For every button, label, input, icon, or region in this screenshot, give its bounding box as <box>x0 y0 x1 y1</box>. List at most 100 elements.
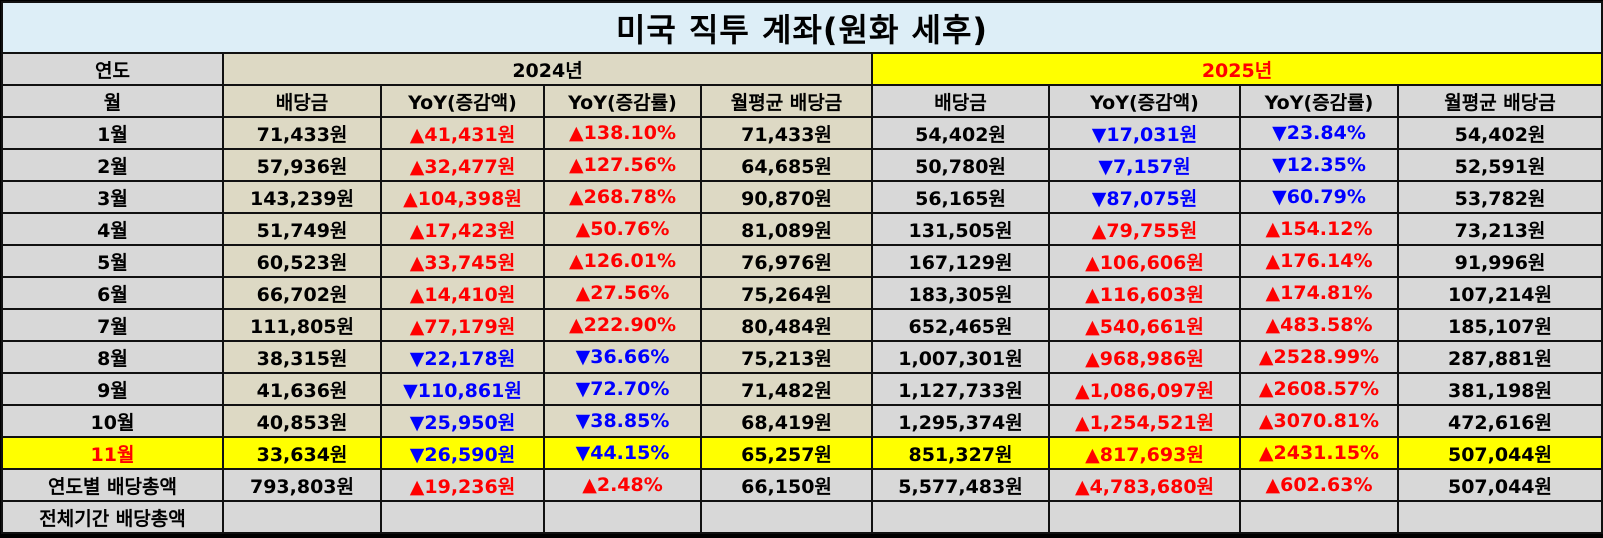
monthly-avg-2025-cell: 472,616원 <box>1396 404 1603 438</box>
total-yoy-rate-2025: ▲602.63% <box>1239 468 1399 502</box>
yoy-amount-2024-cell: ▲104,398원 <box>380 180 545 214</box>
yoy-amount-2025-cell: ▲106,606원 <box>1048 244 1241 278</box>
month-cell: 2월 <box>1 148 224 182</box>
grand-total-label: 전체기간 배당총액 <box>1 500 224 534</box>
empty-cell <box>1048 500 1241 534</box>
table-row: 7월 111,805원 ▲77,179원 ▲222.90% 80,484원 652,465… <box>1 308 1603 342</box>
empty-cell <box>1239 500 1399 534</box>
yoy-rate-2024-cell: ▲222.90% <box>543 308 702 342</box>
table-row: 8월 38,315원 ▼22,178원 ▼36.66% 75,213원 1,007,301… <box>1 340 1603 374</box>
monthly-avg-2024-cell: 68,419원 <box>700 404 873 438</box>
monthly-avg-2024-cell: 81,089원 <box>700 212 873 246</box>
empty-cell <box>380 500 545 534</box>
table-row: 2월 57,936원 ▲32,477원 ▲127.56% 64,685원 50,780원 ▼… <box>1 148 1603 182</box>
yoy-amount-2025-cell: ▼17,031원 <box>1048 116 1241 150</box>
monthly-avg-2024-cell: 71,433원 <box>700 116 873 150</box>
yoy-amount-2025-cell: ▲116,603원 <box>1048 276 1241 310</box>
yoy-rate-2024-cell: ▲127.56% <box>543 148 702 182</box>
yoy-amount-2024-cell: ▲17,423원 <box>380 212 545 246</box>
year-2025-header: 2025년 <box>870 52 1603 86</box>
yoy-rate-2025-cell: ▲2528.99% <box>1239 340 1399 374</box>
yoy-rate-2024-cell: ▲126.01% <box>543 244 702 278</box>
yoy-rate-2025-cell: ▲3070.81% <box>1239 404 1399 438</box>
yoy-amount-2024-cell: ▼22,178원 <box>380 340 545 374</box>
dividend-2024-cell: 71,433원 <box>222 116 382 150</box>
yoy-rate-2024-cell: ▼36.66% <box>543 340 702 374</box>
monthly-avg-2025-cell: 73,213원 <box>1396 212 1603 246</box>
year-label: 연도 <box>1 52 224 86</box>
col-yoy-amount-2024: YoY(증감액) <box>380 84 545 118</box>
month-cell: 10월 <box>1 404 224 438</box>
col-monthly-avg-2025: 월평균 배당금 <box>1396 84 1603 118</box>
sheet-title: 미국 직투 계좌(원화 세후) <box>0 1 1603 54</box>
dividend-2024-cell: 41,636원 <box>222 372 382 406</box>
empty-cell <box>1396 500 1603 534</box>
total-yoy-amount-2025: ▲4,783,680원 <box>1048 468 1241 502</box>
col-yoy-amount-2025: YoY(증감액) <box>1048 84 1241 118</box>
total-dividend-2025: 5,577,483원 <box>871 468 1050 502</box>
yoy-amount-2025-cell: ▲79,755원 <box>1048 212 1241 246</box>
yoy-rate-2024-cell: ▲138.10% <box>543 116 702 150</box>
yoy-amount-2025-cell: ▲540,661원 <box>1048 308 1241 342</box>
yoy-amount-2025-cell: ▲1,254,521원 <box>1048 404 1241 438</box>
month-label: 월 <box>1 84 224 118</box>
table-row: 6월 66,702원 ▲14,410원 ▲27.56% 75,264원 183,305원 ▲… <box>1 276 1603 310</box>
monthly-avg-2025-cell: 381,198원 <box>1396 372 1603 406</box>
total-yoy-amount-2024: ▲19,236원 <box>380 468 545 502</box>
dividend-2024-cell: 111,805원 <box>222 308 382 342</box>
dividend-2025-cell: 1,295,374원 <box>871 404 1050 438</box>
grand-total-row: 전체기간 배당총액 <box>1 500 1603 534</box>
month-cell: 9월 <box>1 372 224 406</box>
yoy-amount-2025-cell: ▲817,693원 <box>1048 436 1241 470</box>
dividend-2024-cell: 143,239원 <box>222 180 382 214</box>
table-row: 10월 40,853원 ▼25,950원 ▼38.85% 68,419원 1,295,37… <box>1 404 1603 438</box>
yoy-amount-2024-cell: ▲77,179원 <box>380 308 545 342</box>
total-dividend-2024: 793,803원 <box>222 468 382 502</box>
month-cell: 1월 <box>1 116 224 150</box>
total-monthly-avg-2024: 66,150원 <box>700 468 873 502</box>
dividend-2025-cell: 54,402원 <box>871 116 1050 150</box>
table-row: 4월 51,749원 ▲17,423원 ▲50.76% 81,089원 131,505원 ▲… <box>1 212 1603 246</box>
month-cell: 4월 <box>1 212 224 246</box>
dividend-2024-cell: 51,749원 <box>222 212 382 246</box>
monthly-avg-2025-cell: 185,107원 <box>1396 308 1603 342</box>
yoy-rate-2024-cell: ▲50.76% <box>543 212 702 246</box>
yoy-rate-2025-cell: ▲2608.57% <box>1239 372 1399 406</box>
total-yoy-rate-2024: ▲2.48% <box>543 468 702 502</box>
yoy-amount-2025-cell: ▲1,086,097원 <box>1048 372 1241 406</box>
monthly-avg-2025-cell: 91,996원 <box>1396 244 1603 278</box>
dividend-2024-cell: 38,315원 <box>222 340 382 374</box>
yoy-rate-2025-cell: ▲483.58% <box>1239 308 1399 342</box>
month-cell: 6월 <box>1 276 224 310</box>
yoy-rate-2025-cell: ▲176.14% <box>1239 244 1399 278</box>
month-cell: 11월 <box>1 436 224 470</box>
dividend-2025-cell: 851,327원 <box>871 436 1050 470</box>
month-cell: 8월 <box>1 340 224 374</box>
empty-cell <box>700 500 873 534</box>
dividend-2025-cell: 183,305원 <box>871 276 1050 310</box>
monthly-avg-2025-cell: 287,881원 <box>1396 340 1603 374</box>
monthly-avg-2024-cell: 75,264원 <box>700 276 873 310</box>
empty-cell <box>871 500 1050 534</box>
yoy-rate-2024-cell: ▼72.70% <box>543 372 702 406</box>
yoy-rate-2025-cell: ▼23.84% <box>1239 116 1399 150</box>
empty-cell <box>222 500 382 534</box>
monthly-avg-2024-cell: 90,870원 <box>700 180 873 214</box>
yoy-rate-2024-cell: ▼38.85% <box>543 404 702 438</box>
table-row: 1월 71,433원 ▲41,431원 ▲138.10% 71,433원 54,402원 ▼… <box>1 116 1603 150</box>
month-cell: 7월 <box>1 308 224 342</box>
monthly-avg-2024-cell: 71,482원 <box>700 372 873 406</box>
table-row: 11월 33,634원 ▼26,590원 ▼44.15% 65,257원 851,327원… <box>1 436 1603 470</box>
yoy-amount-2024-cell: ▼25,950원 <box>380 404 545 438</box>
yoy-rate-2024-cell: ▼44.15% <box>543 436 702 470</box>
monthly-avg-2024-cell: 75,213원 <box>700 340 873 374</box>
table-row: 5월 60,523원 ▲33,745원 ▲126.01% 76,976원 167,129원… <box>1 244 1603 278</box>
yoy-amount-2024-cell: ▲14,410원 <box>380 276 545 310</box>
col-dividend-2024: 배당금 <box>222 84 382 118</box>
dividend-2024-cell: 60,523원 <box>222 244 382 278</box>
yoy-rate-2025-cell: ▲2431.15% <box>1239 436 1399 470</box>
table-row: 3월 143,239원 ▲104,398원 ▲268.78% 90,870원 56,165… <box>1 180 1603 214</box>
col-yoy-rate-2024: YoY(증감률) <box>543 84 702 118</box>
